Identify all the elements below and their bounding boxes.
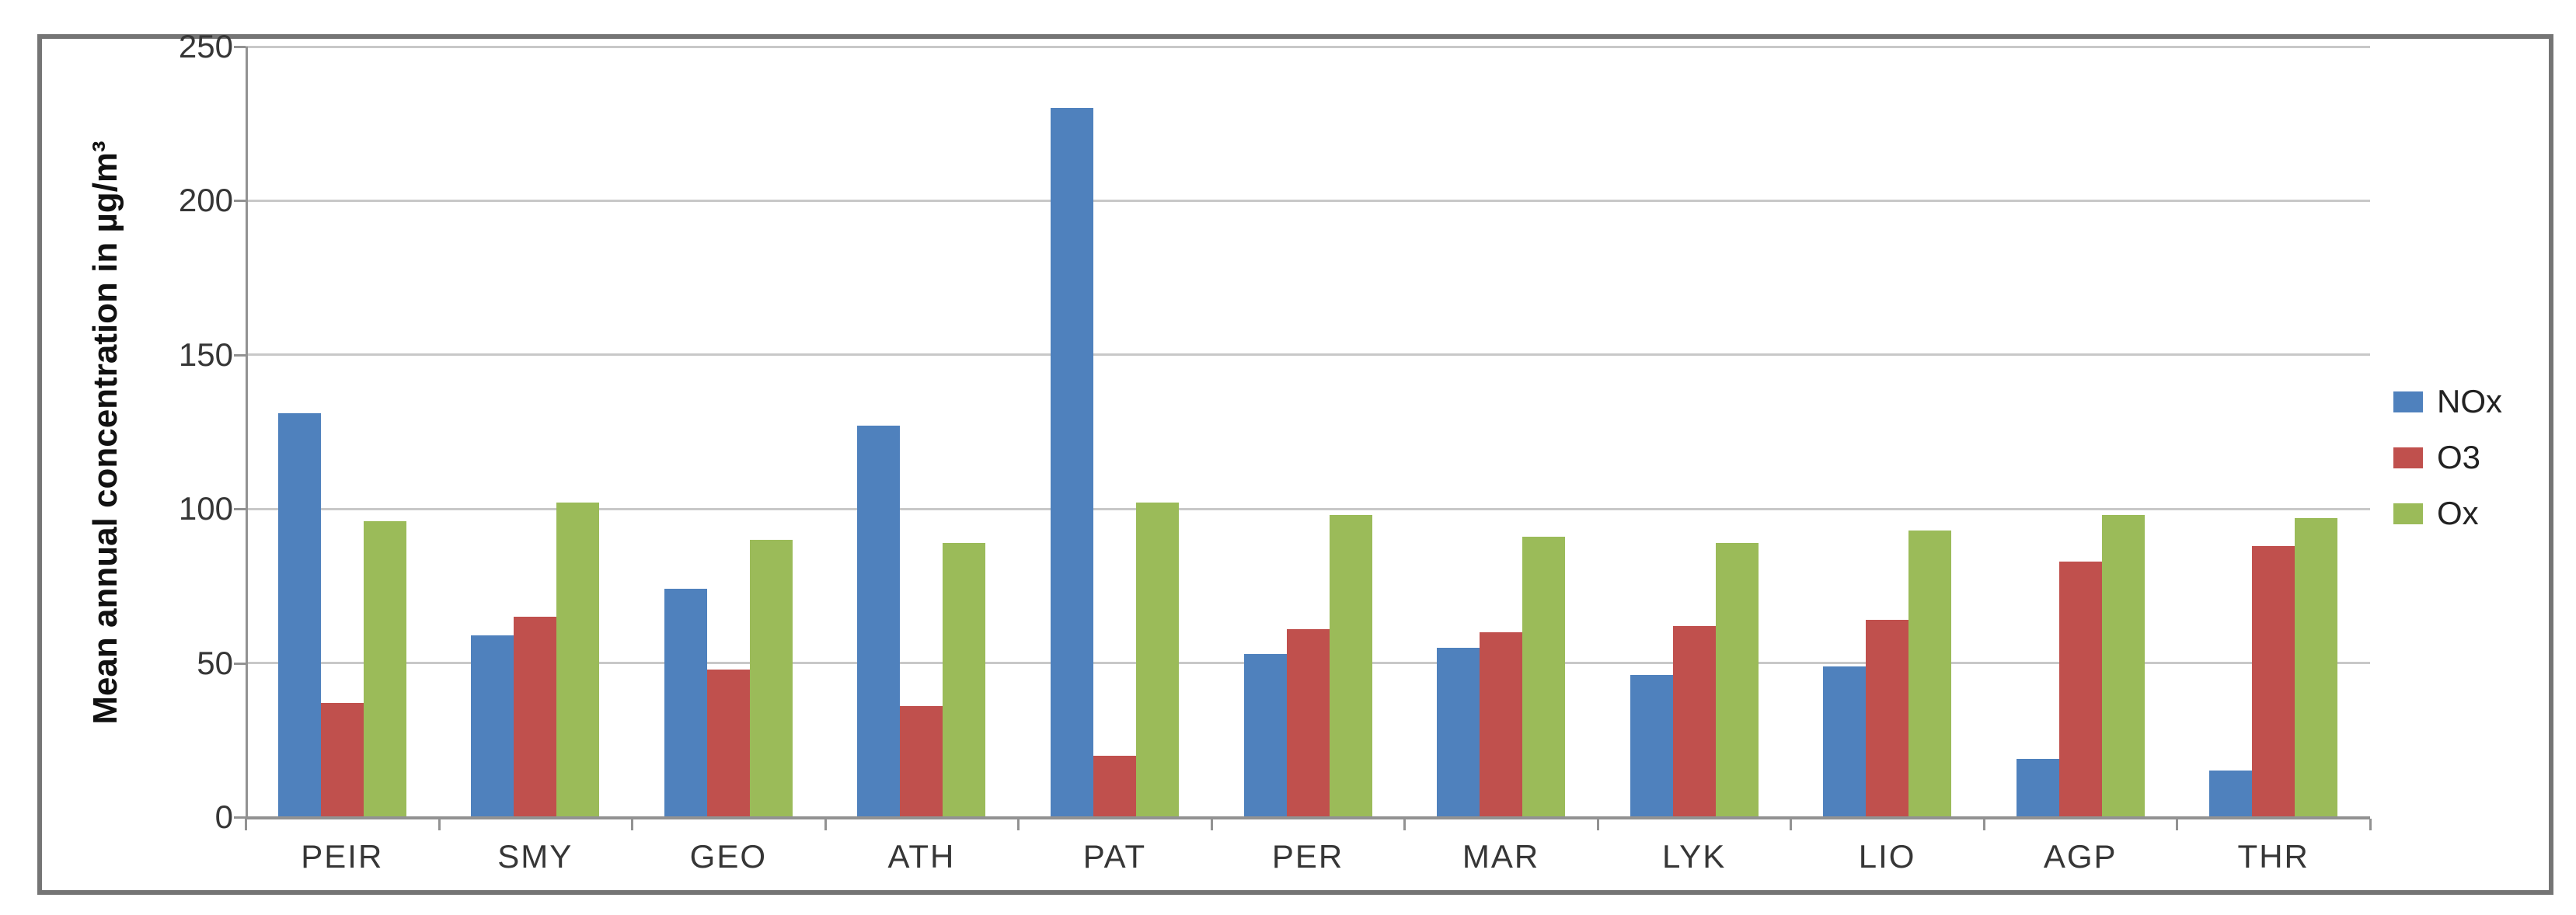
x-axis-tick — [2369, 819, 2372, 830]
bar-O3-PEIR — [320, 703, 364, 817]
legend-swatch-Ox — [2393, 503, 2423, 524]
category-label-GEO: GEO — [689, 838, 768, 875]
y-axis-tick — [234, 816, 246, 819]
legend-swatch-NOx — [2393, 391, 2423, 412]
legend-swatch-O3 — [2393, 447, 2423, 468]
bar-NOx-MAR — [1437, 647, 1480, 817]
legend-label-Ox: Ox — [2437, 495, 2479, 531]
category-label-LYK: LYK — [1661, 838, 1727, 875]
bar-O3-PER — [1286, 628, 1330, 817]
category-label-LIO: LIO — [1858, 838, 1916, 875]
y-axis-tick — [234, 353, 246, 357]
bar-NOx-GEO — [664, 589, 707, 817]
x-axis-tick — [1982, 819, 1985, 830]
legend-label-O3: O3 — [2437, 439, 2481, 475]
bar-Ox-PAT — [1135, 503, 1179, 817]
bar-Ox-LYK — [1715, 542, 1759, 817]
legend-label-NOx: NOx — [2437, 383, 2502, 419]
bar-O3-GEO — [706, 669, 750, 817]
y-tick-label: 250 — [178, 28, 233, 64]
x-axis-line — [246, 816, 2370, 819]
bar-O3-MAR — [1480, 631, 1523, 817]
bar-NOx-SMY — [471, 635, 514, 817]
bar-O3-SMY — [514, 617, 557, 817]
y-axis-tick — [234, 46, 246, 48]
x-axis-tick — [437, 819, 441, 830]
bar-O3-THR — [2252, 545, 2295, 817]
bar-O3-ATH — [900, 706, 943, 817]
y-tick-label: 200 — [178, 182, 233, 219]
gridline-250 — [246, 45, 2370, 48]
bar-Ox-SMY — [556, 503, 600, 817]
y-tick-label: 50 — [197, 644, 233, 681]
y-axis-title: Mean annual concentration in µg/m³ — [86, 141, 124, 725]
bar-Ox-ATH — [943, 542, 986, 817]
bar-NOx-LIO — [1823, 666, 1867, 817]
bar-Ox-PEIR — [363, 521, 406, 817]
category-label-PAT: PAT — [1082, 838, 1147, 875]
bar-NOx-PER — [1243, 653, 1287, 817]
category-label-PER: PER — [1271, 838, 1344, 875]
bar-NOx-LYK — [1630, 675, 1673, 817]
gridline-150 — [246, 353, 2370, 357]
y-tick-label: 150 — [178, 336, 233, 373]
gridline-100 — [246, 507, 2370, 510]
category-label-THR: THR — [2237, 838, 2309, 875]
bar-Ox-THR — [2295, 518, 2338, 817]
category-label-MAR: MAR — [1462, 838, 1540, 875]
category-label-PEIR: PEIR — [301, 838, 384, 875]
x-axis-tick — [631, 819, 634, 830]
bar-O3-PAT — [1093, 755, 1136, 817]
x-axis-tick — [1596, 819, 1599, 830]
bar-NOx-PAT — [1050, 108, 1093, 817]
y-tick-label: 100 — [178, 490, 233, 527]
bar-Ox-LIO — [1908, 530, 1952, 817]
x-axis-tick — [1403, 819, 1407, 830]
y-axis-line — [246, 47, 248, 819]
x-axis-tick — [1210, 819, 1213, 830]
y-axis-tick — [234, 662, 246, 665]
bar-NOx-THR — [2209, 771, 2253, 817]
bar-O3-LIO — [1866, 620, 1909, 817]
x-axis-tick — [2176, 819, 2179, 830]
bar-NOx-ATH — [857, 426, 901, 817]
bar-Ox-GEO — [749, 539, 793, 817]
x-axis-tick — [824, 819, 827, 830]
x-axis-tick — [1017, 819, 1020, 830]
y-axis-tick — [234, 508, 246, 511]
bar-Ox-PER — [1329, 515, 1372, 817]
category-label-AGP: AGP — [2043, 838, 2118, 875]
bar-Ox-MAR — [1522, 536, 1566, 817]
category-label-SMY: SMY — [497, 838, 573, 875]
y-axis-tick — [234, 200, 246, 203]
bar-O3-LYK — [1672, 625, 1716, 817]
gridline-200 — [246, 199, 2370, 202]
x-axis-tick — [245, 819, 247, 830]
y-tick-label: 0 — [214, 798, 233, 835]
x-axis-tick — [1790, 819, 1793, 830]
bar-Ox-AGP — [2101, 515, 2145, 817]
bar-NOx-PEIR — [277, 413, 321, 817]
bar-O3-AGP — [2058, 561, 2102, 817]
bar-NOx-AGP — [2016, 758, 2059, 817]
category-label-ATH: ATH — [887, 838, 956, 875]
